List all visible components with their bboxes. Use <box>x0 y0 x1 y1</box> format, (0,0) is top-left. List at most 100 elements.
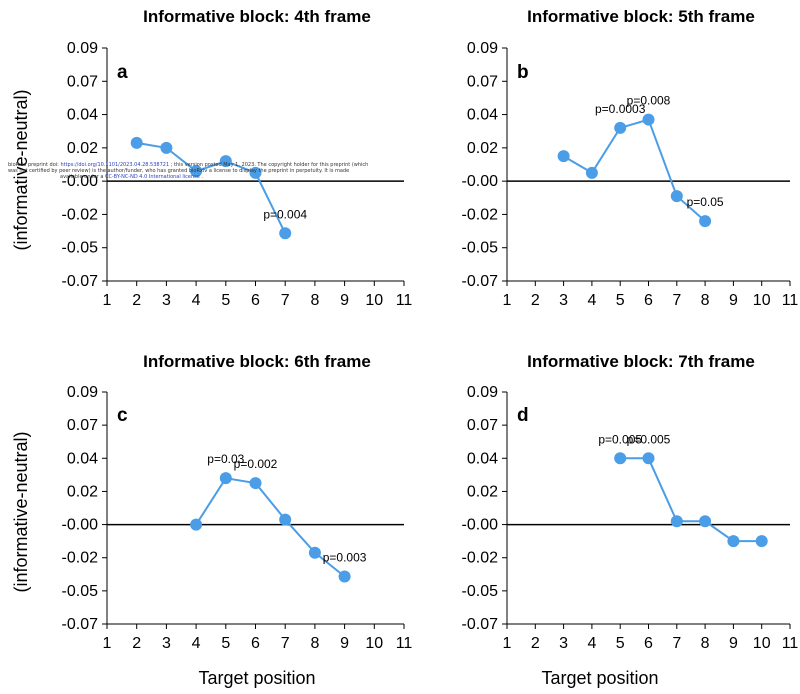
x-tick-label: 9 <box>340 635 349 652</box>
x-tick-label: 4 <box>587 292 596 309</box>
x-tick-label: 8 <box>701 292 710 309</box>
panel-a: Informative block: 4th frame a 0.09 0.07 0.0… <box>62 7 413 309</box>
panel-letter: d <box>517 405 529 426</box>
data-point <box>699 515 712 528</box>
panel-title: Informative block: 7th frame <box>527 352 755 371</box>
y-tick-label: -0.02 <box>62 550 99 567</box>
y-tick-label: -0.07 <box>62 273 99 290</box>
p-value-annotation: p=0.005 <box>598 432 642 446</box>
data-point <box>190 518 203 531</box>
y-tick-label: 0.09 <box>467 384 498 401</box>
x-tick-label: 9 <box>729 635 738 652</box>
preprint-notice-line1: bioRxiv preprint doi: https://doi.org/10… <box>8 162 368 168</box>
x-tick-label: 3 <box>162 292 171 309</box>
y-tick-label: 0.07 <box>467 73 498 90</box>
x-tick-label: 4 <box>192 292 201 309</box>
p-value-annotation: p=0.004 <box>263 207 307 221</box>
data-point <box>279 227 292 240</box>
y-tick-label: 0.04 <box>67 450 98 467</box>
p-value-annotation: p=0.002 <box>234 457 278 471</box>
data-point <box>585 166 598 179</box>
p-value-annotation: p=0.0003 <box>595 102 646 116</box>
preprint-notice-line2: was not certified by peer review) is the… <box>8 168 349 174</box>
x-tick-label: 6 <box>251 292 260 309</box>
x-tick-label: 6 <box>251 635 260 652</box>
y-tick-label: 0.09 <box>67 384 98 401</box>
x-tick-label: 8 <box>701 635 710 652</box>
p-value-annotation: p=0.05 <box>687 195 724 209</box>
preprint-notice: bioRxiv preprint doi: https://doi.org/10… <box>8 162 368 180</box>
data-point <box>642 452 655 465</box>
preprint-notice-line3-suffix: . <box>201 174 203 180</box>
x-tick-label: 2 <box>132 292 141 309</box>
y-tick-label: 0.09 <box>467 40 498 57</box>
data-point <box>614 121 627 134</box>
data-point <box>308 546 321 559</box>
x-tick-label: 11 <box>782 292 799 309</box>
x-tick-label: 8 <box>310 292 319 309</box>
x-tick-label: 4 <box>587 635 596 652</box>
preprint-notice-line3: available under a CC-BY-NC-ND 4.0 Intern… <box>60 174 203 180</box>
y-tick-label: 0.07 <box>467 417 498 434</box>
y-tick-label: 0.04 <box>467 450 498 467</box>
preprint-notice-line1-prefix: bioRxiv preprint doi: <box>8 162 59 168</box>
y-tick-label: -0.05 <box>62 583 99 600</box>
y-tick-label: -0.02 <box>462 550 499 567</box>
panel-title: Informative block: 6th frame <box>143 352 371 371</box>
x-tick-label: 1 <box>503 635 512 652</box>
y-tick-label: -0.00 <box>462 173 499 190</box>
x-tick-label: 5 <box>221 635 230 652</box>
x-tick-label: 8 <box>310 635 319 652</box>
data-point <box>614 452 627 465</box>
y-tick-label: -0.02 <box>62 206 99 223</box>
x-tick-label: 10 <box>753 292 771 309</box>
x-tick-label: 2 <box>132 635 141 652</box>
license-link[interactable]: CC-BY-NC-ND 4.0 International license <box>105 174 200 180</box>
y-tick-label: 0.09 <box>67 40 98 57</box>
y-tick-label: -0.00 <box>62 173 99 190</box>
x-tick-label: 9 <box>729 292 738 309</box>
x-axis-label-left: Target position <box>198 668 315 688</box>
x-tick-label: 7 <box>672 292 681 309</box>
x-tick-label: 11 <box>782 635 799 652</box>
data-point <box>279 513 292 526</box>
y-tick-label: -0.05 <box>462 583 499 600</box>
x-tick-label: 4 <box>192 635 201 652</box>
panel-title: Informative block: 5th frame <box>527 7 755 26</box>
x-tick-label: 11 <box>396 292 413 309</box>
y-tick-label: 0.02 <box>467 483 498 500</box>
p-value-annotation: p=0.008 <box>627 94 671 108</box>
p-value-annotation: p=0.005 <box>627 432 671 446</box>
data-point <box>249 166 262 179</box>
data-point <box>727 535 740 548</box>
data-point <box>699 215 712 228</box>
panels-group: Informative block: 4th frame a 0.09 0.07 0.0… <box>62 7 799 652</box>
y-tick-label: -0.02 <box>462 206 499 223</box>
data-point <box>219 472 232 485</box>
x-axis-label-right: Target position <box>541 668 658 688</box>
y-tick-label: -0.07 <box>462 616 499 633</box>
x-tick-label: 5 <box>616 635 625 652</box>
data-point <box>670 190 683 203</box>
x-tick-label: 7 <box>672 635 681 652</box>
x-tick-label: 1 <box>103 635 112 652</box>
y-axis-label-bottom: (informative-neutral) <box>11 431 31 592</box>
data-point <box>249 477 262 490</box>
y-tick-label: 0.02 <box>67 140 98 157</box>
x-tick-label: 1 <box>503 292 512 309</box>
y-tick-label: 0.07 <box>67 73 98 90</box>
x-tick-label: 2 <box>531 635 540 652</box>
x-tick-label: 7 <box>281 635 290 652</box>
y-tick-label: -0.05 <box>462 240 499 257</box>
y-tick-label: -0.07 <box>462 273 499 290</box>
x-tick-label: 5 <box>221 292 230 309</box>
p-value-annotation: p=0.003 <box>323 550 367 564</box>
y-tick-label: -0.07 <box>62 616 99 633</box>
x-tick-label: 10 <box>365 292 383 309</box>
y-tick-label: -0.00 <box>462 517 499 534</box>
panel-c: Informative block: 6th frame c 0.09 0.07 0.0… <box>62 352 413 652</box>
preprint-doi-link[interactable]: https://doi.org/10.1101/2023.04.28.53872… <box>60 162 169 168</box>
preprint-notice-line3-prefix: available under a <box>60 174 103 180</box>
p-value-annotation: p=0.03 <box>207 452 244 466</box>
